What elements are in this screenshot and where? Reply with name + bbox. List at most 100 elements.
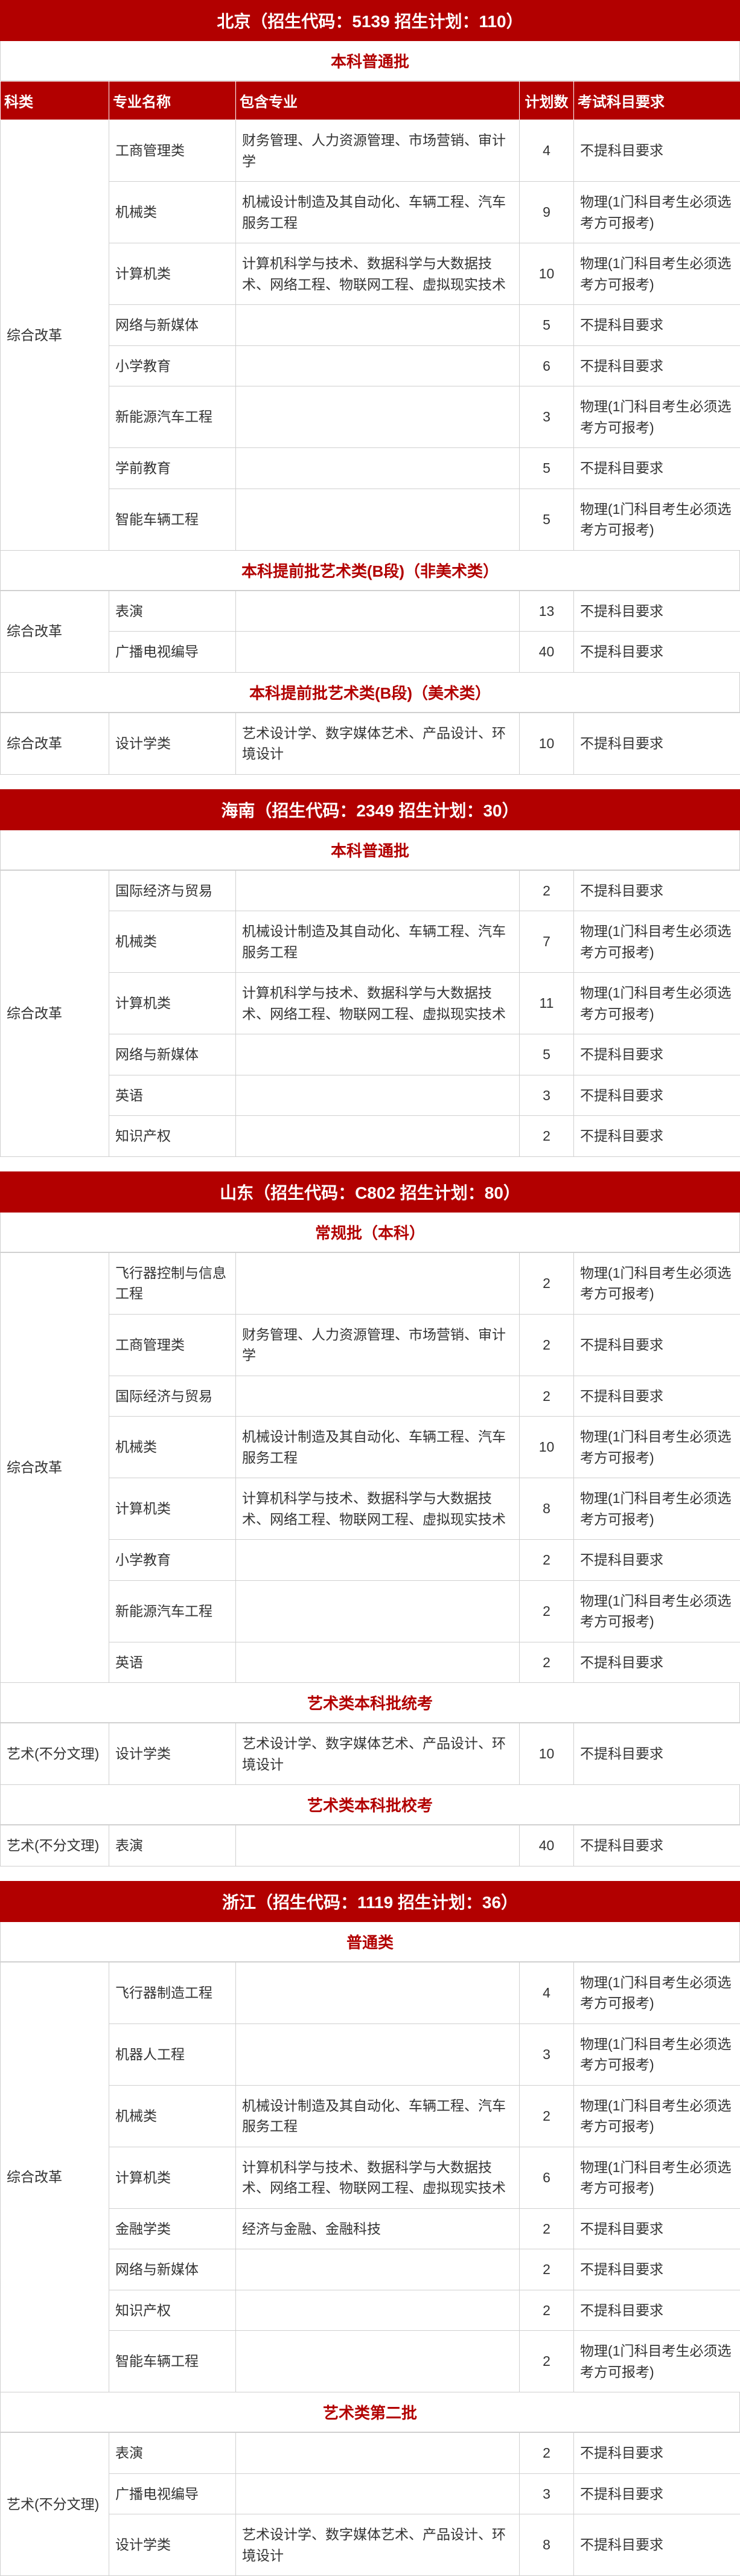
cell-include: 机械设计制造及其自动化、车辆工程、汽车服务工程 [236,1417,520,1478]
cell-major: 英语 [109,1075,236,1116]
table-row: 广播电视编导40不提科目要求 [1,632,740,673]
table-row: 计算机类计算机科学与技术、数据科学与大数据技术、网络工程、物联网工程、虚拟现实技… [1,243,740,305]
table-row: 网络与新媒体 2不提科目要求 [1,2249,740,2290]
admissions-table: 综合改革飞行器制造工程4物理(1门科目考生必须选考方可报考)机器人工程3物理(1… [0,1962,740,2393]
cell-req: 不提科目要求 [574,1034,740,1075]
col-header-major: 专业名称 [109,82,236,120]
cell-major: 表演 [109,1825,236,1866]
table-row: 综合改革表演13不提科目要求 [1,591,740,632]
batch-header: 本科普通批 [0,830,740,870]
admissions-plan-document: 北京（招生代码：5139 招生计划：110）本科普通批科类专业名称包含专业计划数… [0,0,740,2576]
cell-major: 工商管理类 [109,120,236,182]
cell-req: 物理(1门科目考生必须选考方可报考) [574,973,740,1034]
table-row: 艺术(不分文理)设计学类艺术设计学、数字媒体艺术、产品设计、环境设计10不提科目… [1,1723,740,1785]
cell-plan: 2 [520,1580,574,1642]
cell-major: 知识产权 [109,2290,236,2331]
section-gap [0,1866,740,1881]
cell-include: 机械设计制造及其自动化、车辆工程、汽车服务工程 [236,911,520,973]
cell-include [236,2331,520,2392]
batch-header: 艺术类第二批 [0,2392,740,2432]
table-row: 计算机类计算机科学与技术、数据科学与大数据技术、网络工程、物联网工程、虚拟现实技… [1,973,740,1034]
cell-plan: 5 [520,448,574,489]
cell-include [236,1116,520,1157]
cell-req: 不提科目要求 [574,1723,740,1785]
cell-major: 广播电视编导 [109,2473,236,2514]
cell-major: 新能源汽车工程 [109,1580,236,1642]
cell-include: 机械设计制造及其自动化、车辆工程、汽车服务工程 [236,2085,520,2147]
cell-major: 飞行器制造工程 [109,1962,236,2023]
cell-include: 计算机科学与技术、数据科学与大数据技术、网络工程、物联网工程、虚拟现实技术 [236,973,520,1034]
table-row: 计算机类计算机科学与技术、数据科学与大数据技术、网络工程、物联网工程、虚拟现实技… [1,2147,740,2208]
cell-plan: 2 [520,1252,574,1314]
cell-plan: 2 [520,2331,574,2392]
cell-major: 计算机类 [109,2147,236,2208]
cell-include [236,1642,520,1683]
section-gap [0,775,740,789]
cell-req: 不提科目要求 [574,345,740,386]
cell-major: 英语 [109,1642,236,1683]
cell-req: 物理(1门科目考生必须选考方可报考) [574,2023,740,2085]
cell-plan: 2 [520,2290,574,2331]
cell-include [236,1825,520,1866]
table-row: 综合改革工商管理类财务管理、人力资源管理、市场营销、审计学4不提科目要求 [1,120,740,182]
cell-req: 物理(1门科目考生必须选考方可报考) [574,911,740,973]
cell-major: 飞行器控制与信息工程 [109,1252,236,1314]
cell-plan: 2 [520,2249,574,2290]
cell-major: 机械类 [109,1417,236,1478]
cell-subject: 综合改革 [1,713,109,774]
cell-req: 不提科目要求 [574,2249,740,2290]
cell-plan: 3 [520,2473,574,2514]
table-row: 广播电视编导3不提科目要求 [1,2473,740,2514]
cell-plan: 2 [520,1376,574,1417]
table-row: 机械类机械设计制造及其自动化、车辆工程、汽车服务工程10物理(1门科目考生必须选… [1,1417,740,1478]
cell-req: 不提科目要求 [574,1825,740,1866]
cell-subject: 综合改革 [1,591,109,672]
cell-major: 新能源汽车工程 [109,386,236,448]
cell-include [236,1376,520,1417]
cell-include [236,1252,520,1314]
cell-plan: 10 [520,243,574,305]
cell-req: 不提科目要求 [574,2514,740,2576]
cell-subject: 艺术(不分文理) [1,2433,109,2576]
cell-req: 不提科目要求 [574,1314,740,1376]
table-row: 知识产权2不提科目要求 [1,2290,740,2331]
cell-major: 国际经济与贸易 [109,870,236,911]
cell-major: 机器人工程 [109,2023,236,2085]
cell-plan: 10 [520,1723,574,1785]
cell-major: 表演 [109,2433,236,2474]
cell-include: 计算机科学与技术、数据科学与大数据技术、网络工程、物联网工程、虚拟现实技术 [236,2147,520,2208]
batch-header: 本科普通批 [0,41,740,81]
cell-major: 表演 [109,591,236,632]
cell-plan: 3 [520,386,574,448]
cell-plan: 5 [520,489,574,550]
section-gap [0,1157,740,1171]
cell-include [236,1580,520,1642]
cell-major: 知识产权 [109,1116,236,1157]
cell-req: 不提科目要求 [574,1116,740,1157]
cell-major: 设计学类 [109,713,236,774]
cell-major: 广播电视编导 [109,632,236,673]
cell-major: 机械类 [109,2085,236,2147]
cell-include [236,2023,520,2085]
batch-header: 艺术类本科批统考 [0,1683,740,1723]
cell-plan: 2 [520,870,574,911]
table-row: 网络与新媒体5不提科目要求 [1,305,740,346]
cell-major: 网络与新媒体 [109,2249,236,2290]
col-header-subject: 科类 [1,82,109,120]
cell-req: 不提科目要求 [574,1540,740,1581]
cell-req: 物理(1门科目考生必须选考方可报考) [574,489,740,550]
cell-include: 财务管理、人力资源管理、市场营销、审计学 [236,1314,520,1376]
cell-major: 智能车辆工程 [109,2331,236,2392]
table-row: 计算机类计算机科学与技术、数据科学与大数据技术、网络工程、物联网工程、虚拟现实技… [1,1478,740,1540]
table-row: 网络与新媒体5不提科目要求 [1,1034,740,1075]
cell-include: 计算机科学与技术、数据科学与大数据技术、网络工程、物联网工程、虚拟现实技术 [236,243,520,305]
admissions-table: 艺术(不分文理)设计学类艺术设计学、数字媒体艺术、产品设计、环境设计10不提科目… [0,1723,740,1785]
cell-req: 物理(1门科目考生必须选考方可报考) [574,2085,740,2147]
batch-header: 本科提前批艺术类(B段)（非美术类） [0,551,740,591]
cell-req: 物理(1门科目考生必须选考方可报考) [574,1252,740,1314]
cell-plan: 2 [520,1116,574,1157]
cell-subject: 艺术(不分文理) [1,1723,109,1785]
cell-major: 工商管理类 [109,1314,236,1376]
cell-plan: 5 [520,305,574,346]
cell-plan: 8 [520,1478,574,1540]
